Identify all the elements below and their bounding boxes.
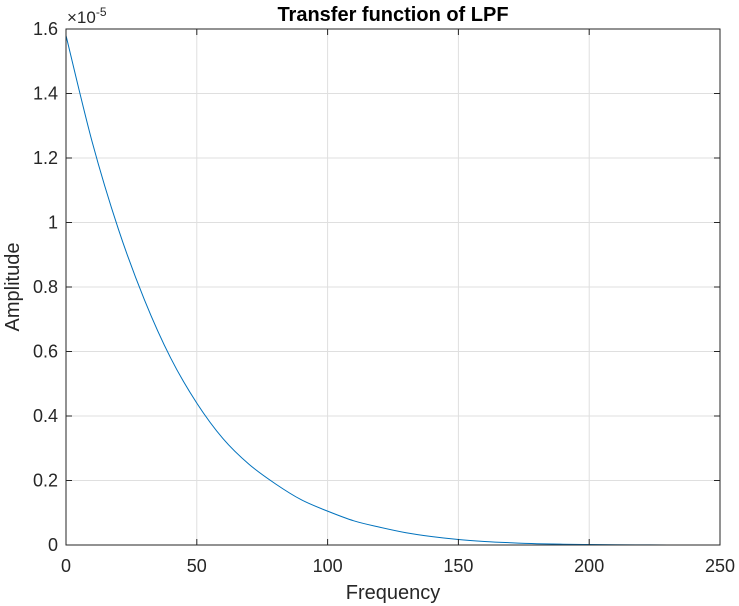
x-tick-label: 50 [187, 556, 207, 576]
y-tick-label: 0 [48, 535, 58, 555]
y-tick-label: 1.2 [33, 148, 58, 168]
chart-title: Transfer function of LPF [277, 4, 508, 26]
y-tick-label: 0.8 [33, 277, 58, 297]
x-tick-label: 200 [574, 556, 604, 576]
y-exponent-base: ×10 [67, 8, 96, 27]
ticks [65, 28, 721, 546]
y-tick-label: 0.2 [33, 471, 58, 491]
y-tick-label: 1.4 [33, 84, 58, 104]
y-tick-label: 0.6 [33, 342, 58, 362]
x-tick-label: 150 [443, 556, 473, 576]
y-exponent-power: -5 [96, 5, 107, 19]
x-axis-label: Frequency [346, 582, 441, 604]
x-tick-label: 250 [705, 556, 735, 576]
y-exponent-label: ×10-5 [67, 5, 107, 27]
x-tick-label: 100 [313, 556, 343, 576]
y-tick-label: 1 [48, 213, 58, 233]
y-axis-label: Amplitude [2, 243, 24, 332]
y-tick-labels: 0 0.2 0.4 0.6 0.8 1 1.2 1.4 1.6 [33, 19, 58, 555]
x-tick-label: 0 [61, 556, 71, 576]
y-tick-label: 1.6 [33, 19, 58, 39]
x-tick-labels: 0 50 100 150 200 250 [61, 556, 735, 576]
y-tick-label: 0.4 [33, 406, 58, 426]
